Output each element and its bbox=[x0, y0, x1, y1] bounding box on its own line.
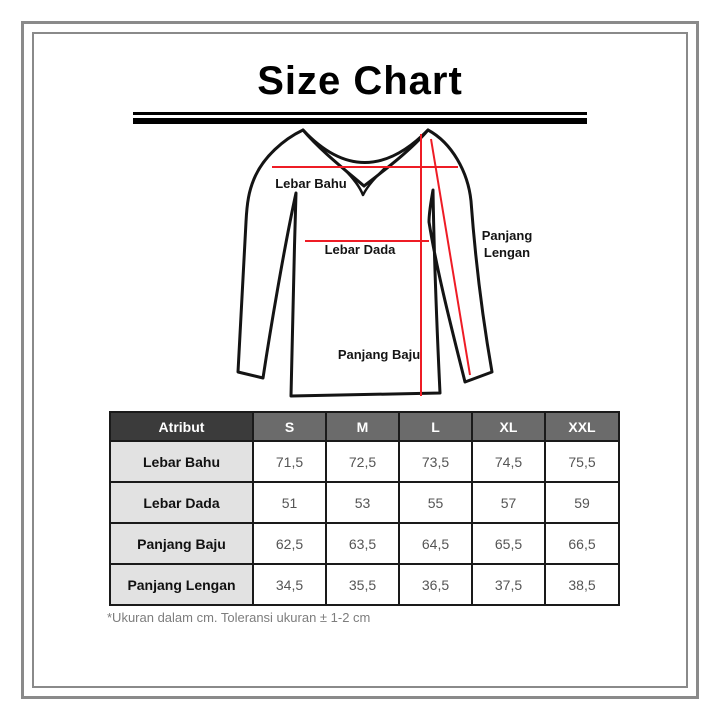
shirt-diagram: Lebar Bahu Lebar Dada Panjang Baju Panja… bbox=[236, 128, 533, 398]
value-cell: 75,5 bbox=[544, 440, 620, 483]
label-panjang-baju: Panjang Baju bbox=[338, 347, 420, 362]
title-underline-thin bbox=[133, 112, 587, 115]
table-row-panjang-baju: Panjang Baju 62,5 63,5 64,5 65,5 66,5 bbox=[109, 522, 620, 565]
value-cell: 35,5 bbox=[325, 563, 400, 606]
value-cell: 57 bbox=[471, 481, 546, 524]
label-panjang-lengan-line2: Lengan bbox=[484, 245, 530, 260]
value-cell: 51 bbox=[252, 481, 327, 524]
value-cell: 65,5 bbox=[471, 522, 546, 565]
vneck-collar-icon bbox=[301, 128, 430, 188]
value-cell: 64,5 bbox=[398, 522, 473, 565]
inner-border-frame bbox=[32, 32, 688, 688]
outer-border-frame bbox=[21, 21, 699, 699]
value-cell: 38,5 bbox=[544, 563, 620, 606]
value-cell: 62,5 bbox=[252, 522, 327, 565]
value-cell: 36,5 bbox=[398, 563, 473, 606]
column-header-xl: XL bbox=[471, 411, 546, 442]
vneck-collar-inner-icon bbox=[342, 167, 386, 197]
label-lebar-bahu: Lebar Bahu bbox=[275, 176, 347, 191]
value-cell: 73,5 bbox=[398, 440, 473, 483]
value-cell: 66,5 bbox=[544, 522, 620, 565]
measure-line-sleeve-length bbox=[430, 138, 471, 376]
value-cell: 71,5 bbox=[252, 440, 327, 483]
table-row-lebar-dada: Lebar Dada 51 53 55 57 59 bbox=[109, 481, 620, 524]
value-cell: 63,5 bbox=[325, 522, 400, 565]
row-label-cell: Panjang Baju bbox=[109, 522, 254, 565]
title-underline-thick bbox=[133, 118, 587, 124]
table-header-row: Atribut S M L XL XXL bbox=[109, 411, 620, 442]
value-cell: 59 bbox=[544, 481, 620, 524]
value-cell: 34,5 bbox=[252, 563, 327, 606]
value-cell: 55 bbox=[398, 481, 473, 524]
row-label-cell: Lebar Bahu bbox=[109, 440, 254, 483]
label-lebar-dada: Lebar Dada bbox=[325, 242, 397, 257]
size-table: Atribut S M L XL XXL Lebar Bahu 71,5 72,… bbox=[109, 411, 620, 606]
row-label-cell: Panjang Lengan bbox=[109, 563, 254, 606]
shirt-outline-icon bbox=[236, 128, 494, 398]
column-header-m: M bbox=[325, 411, 400, 442]
value-cell: 37,5 bbox=[471, 563, 546, 606]
label-panjang-lengan-line1: Panjang bbox=[482, 228, 533, 243]
value-cell: 72,5 bbox=[325, 440, 400, 483]
row-label-cell: Lebar Dada bbox=[109, 481, 254, 524]
column-header-s: S bbox=[252, 411, 327, 442]
table-row-panjang-lengan: Panjang Lengan 34,5 35,5 36,5 37,5 38,5 bbox=[109, 563, 620, 606]
table-row-lebar-bahu: Lebar Bahu 71,5 72,5 73,5 74,5 75,5 bbox=[109, 440, 620, 483]
size-tolerance-footnote: *Ukuran dalam cm. Toleransi ukuran ± 1-2… bbox=[107, 610, 371, 625]
column-header-xxl: XXL bbox=[544, 411, 620, 442]
value-cell: 53 bbox=[325, 481, 400, 524]
column-header-l: L bbox=[398, 411, 473, 442]
column-header-atribut: Atribut bbox=[109, 411, 254, 442]
page-title: Size Chart bbox=[257, 59, 463, 103]
value-cell: 74,5 bbox=[471, 440, 546, 483]
